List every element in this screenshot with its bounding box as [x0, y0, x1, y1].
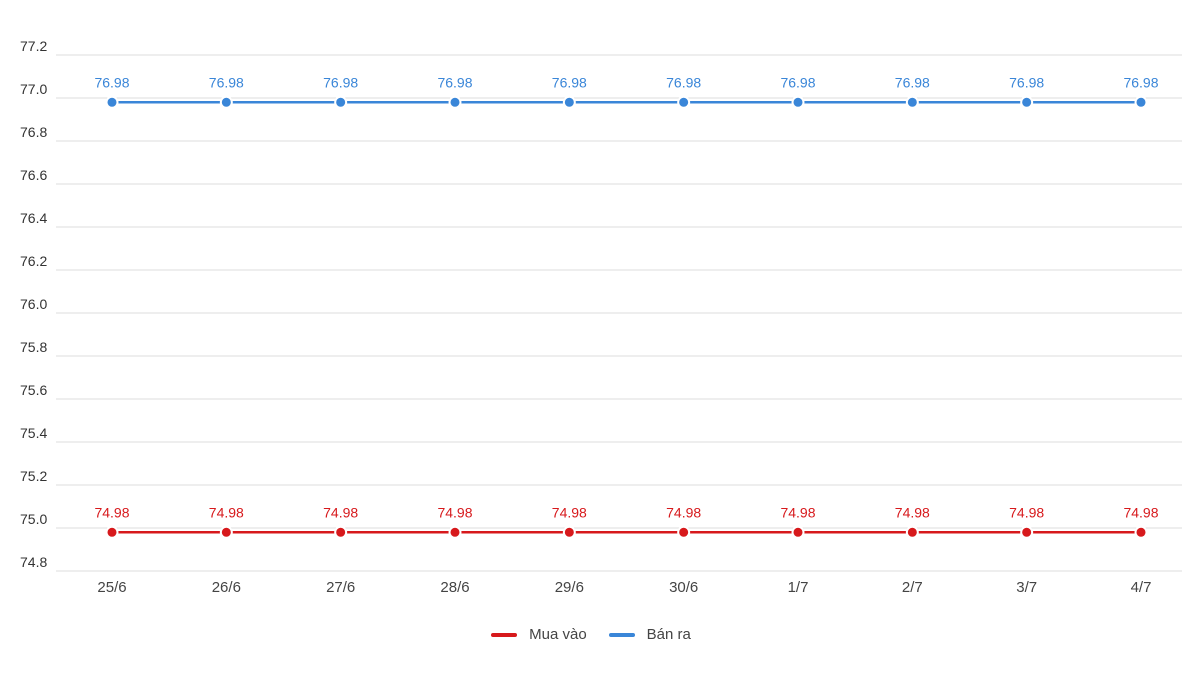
data-point [562, 525, 576, 539]
x-tick-label: 27/6 [326, 579, 355, 596]
data-label: 76.98 [323, 74, 358, 90]
data-point [562, 95, 576, 109]
x-tick-label: 1/7 [788, 579, 809, 596]
data-point [1134, 95, 1148, 109]
y-tick-label: 75.0 [20, 511, 47, 527]
legend-swatch [491, 632, 518, 637]
data-label: 76.98 [895, 74, 930, 90]
x-tick-label: 3/7 [1016, 579, 1037, 596]
legend-swatch [608, 632, 635, 637]
line-chart-svg: 74.8 75.0 75.2 75.4 75.6 75.8 76.0 76.2 76.4 76.6… [20, 38, 1182, 596]
data-label: 74.98 [437, 504, 472, 520]
y-tick-label: 75.8 [20, 339, 47, 355]
data-label: 76.98 [437, 74, 472, 90]
data-point [334, 525, 348, 539]
data-label: 76.98 [94, 74, 129, 90]
x-tick-label: 2/7 [902, 579, 923, 596]
y-tick-label: 76.2 [20, 253, 47, 269]
legend-item[interactable]: Bán ra [605, 626, 695, 643]
y-tick-label: 75.4 [20, 425, 47, 441]
data-label: 76.98 [1123, 74, 1158, 90]
data-label: 74.98 [1123, 504, 1158, 520]
data-point [448, 525, 462, 539]
y-tick-label: 76.6 [20, 167, 47, 183]
y-tick-label: 75.6 [20, 382, 47, 398]
data-label: 74.98 [323, 504, 358, 520]
gridlines [56, 54, 1182, 572]
y-axis: 74.8 75.0 75.2 75.4 75.6 75.8 76.0 76.2 76.4 76.6… [20, 38, 47, 570]
data-point [1020, 525, 1034, 539]
series-1: 76.98 76.98 76.98 76.98 76.98 76.98 76.98 76.98… [94, 74, 1159, 109]
y-tick-label: 74.8 [20, 554, 47, 570]
y-tick-label: 75.2 [20, 468, 47, 484]
data-label: 74.98 [780, 504, 815, 520]
data-label: 74.98 [895, 504, 930, 520]
data-point [677, 95, 691, 109]
data-label: 74.98 [94, 504, 129, 520]
data-label: 74.98 [552, 504, 587, 520]
data-point [448, 95, 462, 109]
data-label: 76.98 [666, 74, 701, 90]
x-tick-label: 30/6 [669, 579, 698, 596]
legend: Mua vào Bán ra [0, 626, 1182, 643]
data-point [219, 525, 233, 539]
x-axis: 25/6 26/6 27/6 28/6 29/6 30/6 1/7 2/7 3/7 4/7 [97, 579, 1151, 596]
y-tick-label: 77.0 [20, 81, 47, 97]
data-point [677, 525, 691, 539]
data-label: 76.98 [209, 74, 244, 90]
legend-item[interactable]: Mua vào [487, 626, 591, 643]
data-point [905, 95, 919, 109]
legend-label: Bán ra [646, 626, 691, 643]
data-label: 74.98 [1009, 504, 1044, 520]
x-tick-label: 25/6 [97, 579, 126, 596]
y-tick-label: 76.0 [20, 296, 47, 312]
x-tick-label: 28/6 [440, 579, 469, 596]
legend-label: Mua vào [529, 626, 587, 643]
data-point [791, 525, 805, 539]
y-tick-label: 77.2 [20, 38, 47, 54]
data-point [1020, 95, 1034, 109]
data-point [219, 95, 233, 109]
data-point [905, 525, 919, 539]
x-tick-label: 26/6 [212, 579, 241, 596]
data-point [791, 95, 805, 109]
x-tick-label: 4/7 [1131, 579, 1152, 596]
data-point [334, 95, 348, 109]
data-point [105, 95, 119, 109]
data-label: 76.98 [552, 74, 587, 90]
data-label: 76.98 [1009, 74, 1044, 90]
data-label: 76.98 [780, 74, 815, 90]
y-tick-label: 76.8 [20, 124, 47, 140]
data-label: 74.98 [209, 504, 244, 520]
data-label: 74.98 [666, 504, 701, 520]
data-point [105, 525, 119, 539]
series-0: 74.98 74.98 74.98 74.98 74.98 74.98 74.98 74.98… [94, 504, 1159, 539]
y-tick-label: 76.4 [20, 210, 47, 226]
x-tick-label: 29/6 [555, 579, 584, 596]
data-point [1134, 525, 1148, 539]
